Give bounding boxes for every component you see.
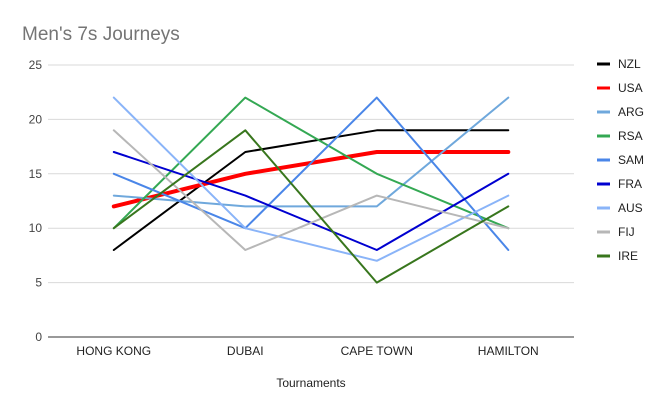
legend-label: SAM [618, 153, 644, 167]
y-tick-label: 0 [35, 330, 42, 344]
legend-item-ire: IRE [597, 249, 638, 263]
x-tick-label: DUBAI [227, 344, 264, 358]
y-tick-label: 20 [29, 112, 43, 126]
legend-item-aus: AUS [597, 201, 643, 215]
legend-label: FIJ [618, 225, 635, 239]
legend-label: ARG [618, 105, 644, 119]
series-line-ire [112, 129, 510, 284]
legend-item-fra: FRA [597, 177, 642, 191]
legend-item-arg: ARG [597, 105, 644, 119]
legend-item-rsa: RSA [597, 129, 643, 143]
series-line-sam [112, 96, 510, 251]
legend-label: FRA [618, 177, 642, 191]
y-tick-label: 10 [29, 221, 43, 235]
legend-label: NZL [618, 57, 641, 71]
gridlines [48, 64, 574, 338]
x-tick-label: HONG KONG [76, 344, 151, 358]
y-axis-ticks: 0 5 10 15 20 25 [29, 58, 43, 344]
x-axis-label: Tournaments [276, 376, 345, 390]
legend-item-usa: USA [597, 81, 643, 95]
x-tick-label: CAPE TOWN [341, 344, 413, 358]
y-tick-label: 15 [29, 167, 43, 181]
x-tick-label: HAMILTON [478, 344, 539, 358]
y-tick-label: 5 [35, 276, 42, 290]
legend-label: AUS [618, 201, 643, 215]
legend-item-fij: FIJ [597, 225, 635, 239]
series-line-fij [112, 129, 510, 251]
series-line-aus [112, 96, 510, 262]
x-axis-ticks: HONG KONG DUBAI CAPE TOWN HAMILTON [76, 344, 538, 358]
legend-item-nzl: NZL [597, 57, 641, 71]
legend-label: IRE [618, 249, 638, 263]
chart-title: Men's 7s Journeys [22, 24, 180, 45]
legend: NZL USA ARG RSA SAM FRA AUS FIJ IRE [597, 57, 644, 263]
legend-label: RSA [618, 129, 643, 143]
series-lines [111, 96, 511, 284]
legend-label: USA [618, 81, 643, 95]
y-tick-label: 25 [29, 58, 43, 72]
legend-item-sam: SAM [597, 153, 644, 167]
